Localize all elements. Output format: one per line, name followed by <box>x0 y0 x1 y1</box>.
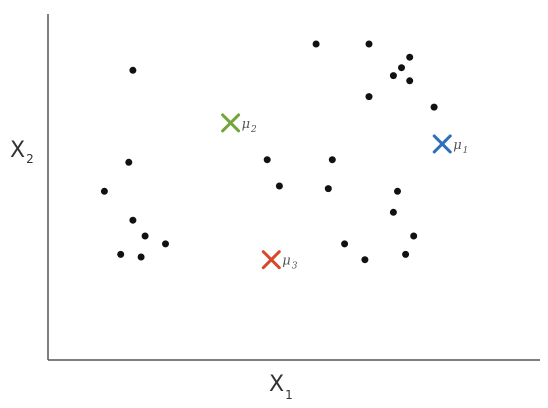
data-points <box>100 40 438 264</box>
data-point-22 <box>394 187 401 195</box>
data-point-3 <box>125 158 133 166</box>
centroid-1-x-marker-icon <box>432 134 452 154</box>
data-point-26 <box>361 256 369 264</box>
data-point-9 <box>263 156 271 164</box>
data-point-4 <box>129 216 137 224</box>
data-point-17 <box>389 72 397 80</box>
data-point-15 <box>365 40 373 48</box>
x-axis-label: X1 <box>269 372 293 402</box>
data-point-23 <box>389 208 397 216</box>
centroid-3-x-marker-icon <box>261 250 281 270</box>
data-point-18 <box>398 64 405 72</box>
data-point-5 <box>141 232 149 240</box>
data-point-16 <box>365 93 373 101</box>
centroid-1-label: μ1 <box>453 138 468 156</box>
data-point-7 <box>137 253 145 261</box>
centroid-3-label: μ3 <box>282 254 297 272</box>
data-point-10 <box>275 182 283 190</box>
data-point-14 <box>341 240 349 248</box>
data-point-1 <box>129 66 137 74</box>
centroid-1: μ1 <box>432 134 468 156</box>
data-point-20 <box>406 77 414 85</box>
data-point-11 <box>312 40 320 48</box>
centroid-2-x-marker-icon <box>221 113 241 133</box>
centroid-2-label: μ2 <box>242 117 257 135</box>
centroids: μ1 μ2 μ3 <box>221 113 468 272</box>
y-axis-label: X2 <box>10 138 34 166</box>
centroid-2: μ2 <box>221 113 257 135</box>
data-point-24 <box>410 232 418 240</box>
centroid-3: μ3 <box>261 250 298 272</box>
data-point-25 <box>402 250 410 258</box>
data-point-6 <box>117 250 125 258</box>
data-point-13 <box>324 185 332 193</box>
data-point-21 <box>430 103 438 111</box>
data-point-19 <box>406 53 414 61</box>
data-point-8 <box>162 240 169 248</box>
data-point-12 <box>328 156 336 164</box>
data-point-2 <box>100 187 108 195</box>
axes <box>47 14 540 361</box>
